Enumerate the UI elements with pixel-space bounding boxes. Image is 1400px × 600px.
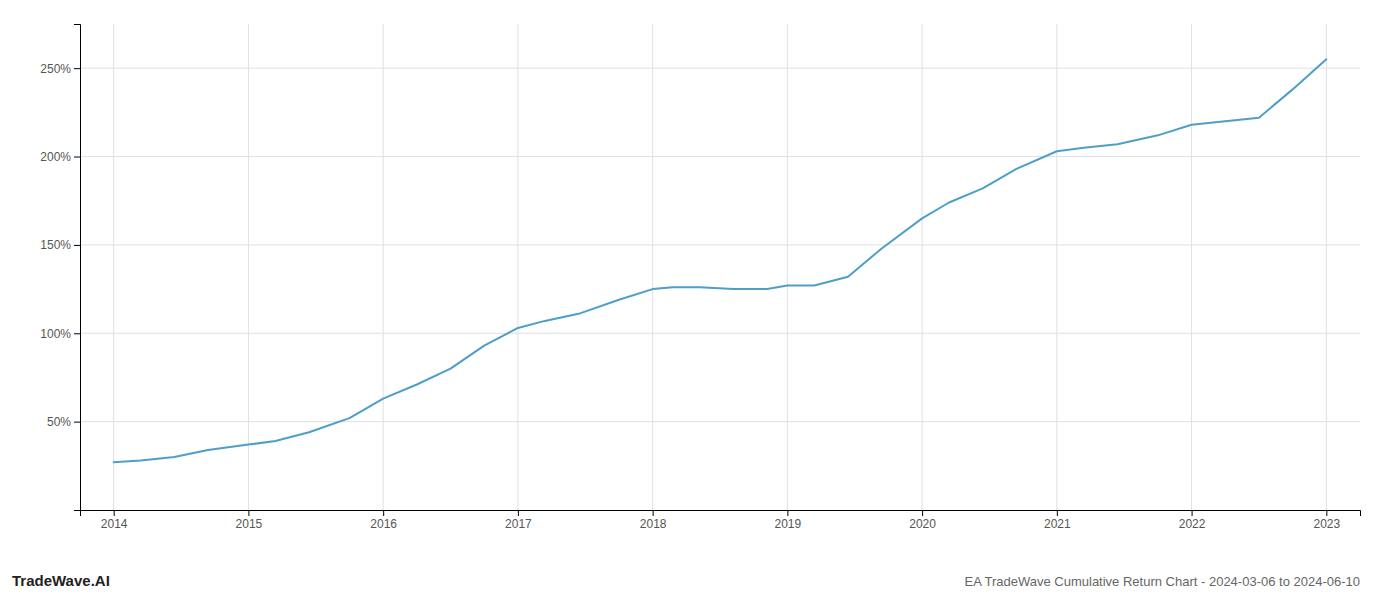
x-tick: 2015: [236, 510, 263, 531]
data-line: [114, 59, 1327, 462]
y-tick-label: 50%: [47, 415, 71, 429]
x-axis-line: [81, 511, 1361, 517]
y-tick: 200%: [40, 150, 80, 164]
y-tick: 150%: [40, 238, 80, 252]
grid-line: [787, 24, 788, 510]
y-tick-label: 150%: [40, 238, 71, 252]
x-tick-label: 2018: [640, 517, 667, 531]
x-tick-mark: [922, 510, 923, 516]
x-tick-label: 2015: [236, 517, 263, 531]
chart: 2014 2015 2016 2017 2018 2019 2020 2021 2022 2023…: [0, 0, 1400, 600]
grid-line: [80, 244, 1360, 245]
grid-line: [1326, 24, 1327, 510]
x-tick-mark: [653, 510, 654, 516]
grid-line: [80, 333, 1360, 334]
grid-line: [80, 421, 1360, 422]
x-tick-label: 2021: [1044, 517, 1071, 531]
x-tick: 2017: [505, 510, 532, 531]
grid-line: [1191, 24, 1192, 510]
x-tick-label: 2022: [1179, 517, 1206, 531]
grid-line: [80, 68, 1360, 69]
y-tick: 250%: [40, 62, 80, 76]
x-tick-mark: [114, 510, 115, 516]
y-tick-label: 250%: [40, 62, 71, 76]
x-tick: 2020: [909, 510, 936, 531]
x-tick-mark: [383, 510, 384, 516]
x-tick: 2021: [1044, 510, 1071, 531]
x-tick: 2018: [640, 510, 667, 531]
grid-line: [922, 24, 923, 510]
y-tick-mark: [74, 157, 80, 158]
x-tick-label: 2016: [370, 517, 397, 531]
x-tick-mark: [1192, 510, 1193, 516]
grid-line: [248, 24, 249, 510]
grid-line: [383, 24, 384, 510]
grid-line: [517, 24, 518, 510]
x-tick: 2022: [1179, 510, 1206, 531]
grid-line: [80, 156, 1360, 157]
chart-title: EA TradeWave Cumulative Return Chart - 2…: [964, 574, 1360, 589]
x-tick-label: 2023: [1313, 517, 1340, 531]
x-tick-mark: [787, 510, 788, 516]
x-tick-label: 2014: [101, 517, 128, 531]
x-tick-label: 2020: [909, 517, 936, 531]
x-tick-mark: [1057, 510, 1058, 516]
x-axis: 2014 2015 2016 2017 2018 2019 2020 2021 2022 2023: [81, 510, 1361, 531]
y-tick-mark: [74, 68, 80, 69]
grid-line: [113, 24, 114, 510]
grid-line: [652, 24, 653, 510]
grid-line: [1056, 24, 1057, 510]
x-tick-mark: [248, 510, 249, 516]
y-tick-mark: [74, 245, 80, 246]
y-tick-mark: [74, 333, 80, 334]
x-tick: 2019: [775, 510, 802, 531]
x-tick: 2023: [1313, 510, 1340, 531]
x-tick-mark: [1326, 510, 1327, 516]
plot-area: [114, 59, 1327, 462]
x-tick-mark: [518, 510, 519, 516]
x-tick-label: 2017: [505, 517, 532, 531]
y-tick: 50%: [47, 415, 80, 429]
x-tick-label: 2019: [775, 517, 802, 531]
watermark: TradeWave.AI: [12, 572, 110, 589]
y-tick-mark: [74, 422, 80, 423]
y-tick: 100%: [40, 327, 80, 341]
y-tick-label: 200%: [40, 150, 71, 164]
y-tick-label: 100%: [40, 327, 71, 341]
y-axis-line: [74, 25, 81, 511]
y-axis: 50% 100% 150% 200% 250%: [40, 25, 80, 511]
x-tick: 2014: [101, 510, 128, 531]
grid: [80, 24, 1360, 510]
x-tick: 2016: [370, 510, 397, 531]
